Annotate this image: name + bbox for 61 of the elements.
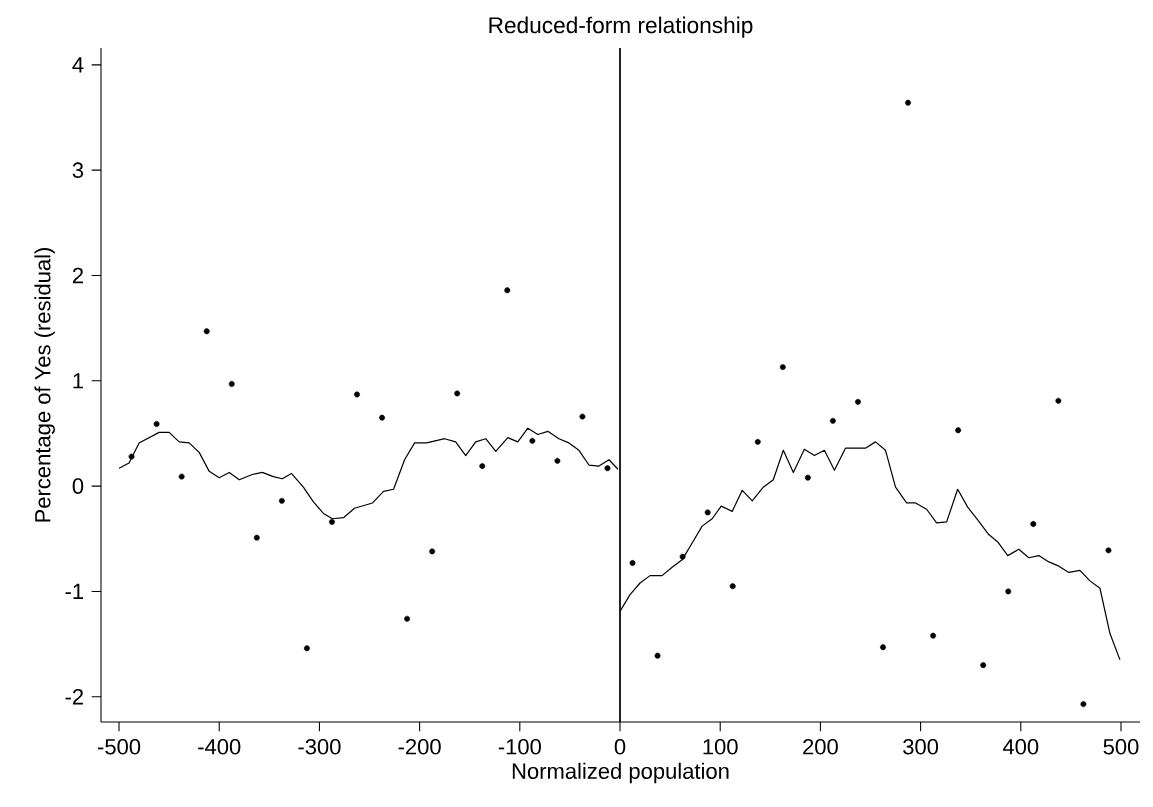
y-tick-label: 4 [72, 57, 84, 73]
y-tick-label: 0 [72, 478, 84, 494]
point [253, 534, 260, 541]
point [829, 417, 836, 424]
y-tick-label: 3 [72, 162, 84, 178]
point [203, 328, 210, 335]
point [779, 364, 786, 371]
point [1105, 547, 1112, 554]
y-axis-title: Percentage of Yes (residual) [34, 248, 55, 522]
point [128, 453, 135, 460]
point [1055, 397, 1062, 404]
point [754, 438, 761, 445]
point [228, 381, 235, 387]
x-tick-label: -500 [98, 738, 141, 755]
point [1030, 521, 1037, 527]
x-tick-label: -300 [298, 738, 341, 755]
x-axis-title: Normalized population [512, 762, 729, 784]
point [303, 645, 310, 652]
point [354, 391, 360, 398]
x-tick-label: 100 [703, 738, 738, 755]
y-tick-label: 2 [72, 267, 83, 284]
point [930, 632, 937, 639]
y-tick-label: 1 [73, 373, 83, 389]
point [654, 652, 661, 659]
point [679, 553, 686, 560]
x-tick-label: 400 [1002, 738, 1039, 755]
x-tick-label: 500 [1103, 738, 1139, 755]
x-tick-label: -100 [498, 738, 541, 755]
point [178, 473, 185, 480]
point [554, 457, 561, 464]
x-tick-label: 300 [903, 738, 939, 755]
point [1005, 588, 1012, 595]
x-tick-label: 0 [614, 738, 626, 755]
y-tick-label: -1 [65, 583, 83, 599]
point [429, 548, 436, 555]
point [1080, 701, 1087, 708]
y-tick-label: -2 [65, 689, 83, 705]
point [404, 615, 411, 622]
chart-title: Reduced-form relationship [489, 16, 753, 38]
point [329, 518, 335, 525]
point [629, 560, 636, 566]
point [579, 413, 586, 420]
x-tick-label: -200 [398, 738, 441, 755]
point [604, 465, 611, 472]
point [153, 421, 160, 427]
point [804, 474, 811, 481]
point [955, 427, 962, 434]
point [504, 287, 511, 294]
point [704, 509, 711, 516]
x-tick-label: -400 [198, 738, 241, 755]
point [855, 398, 861, 405]
point [880, 644, 886, 651]
point [905, 99, 911, 106]
point [529, 437, 536, 444]
point [729, 583, 736, 590]
x-tick-label: 200 [803, 738, 838, 755]
point [278, 497, 285, 504]
point [379, 414, 385, 421]
point [479, 463, 486, 470]
point [454, 390, 461, 397]
point [980, 662, 987, 669]
